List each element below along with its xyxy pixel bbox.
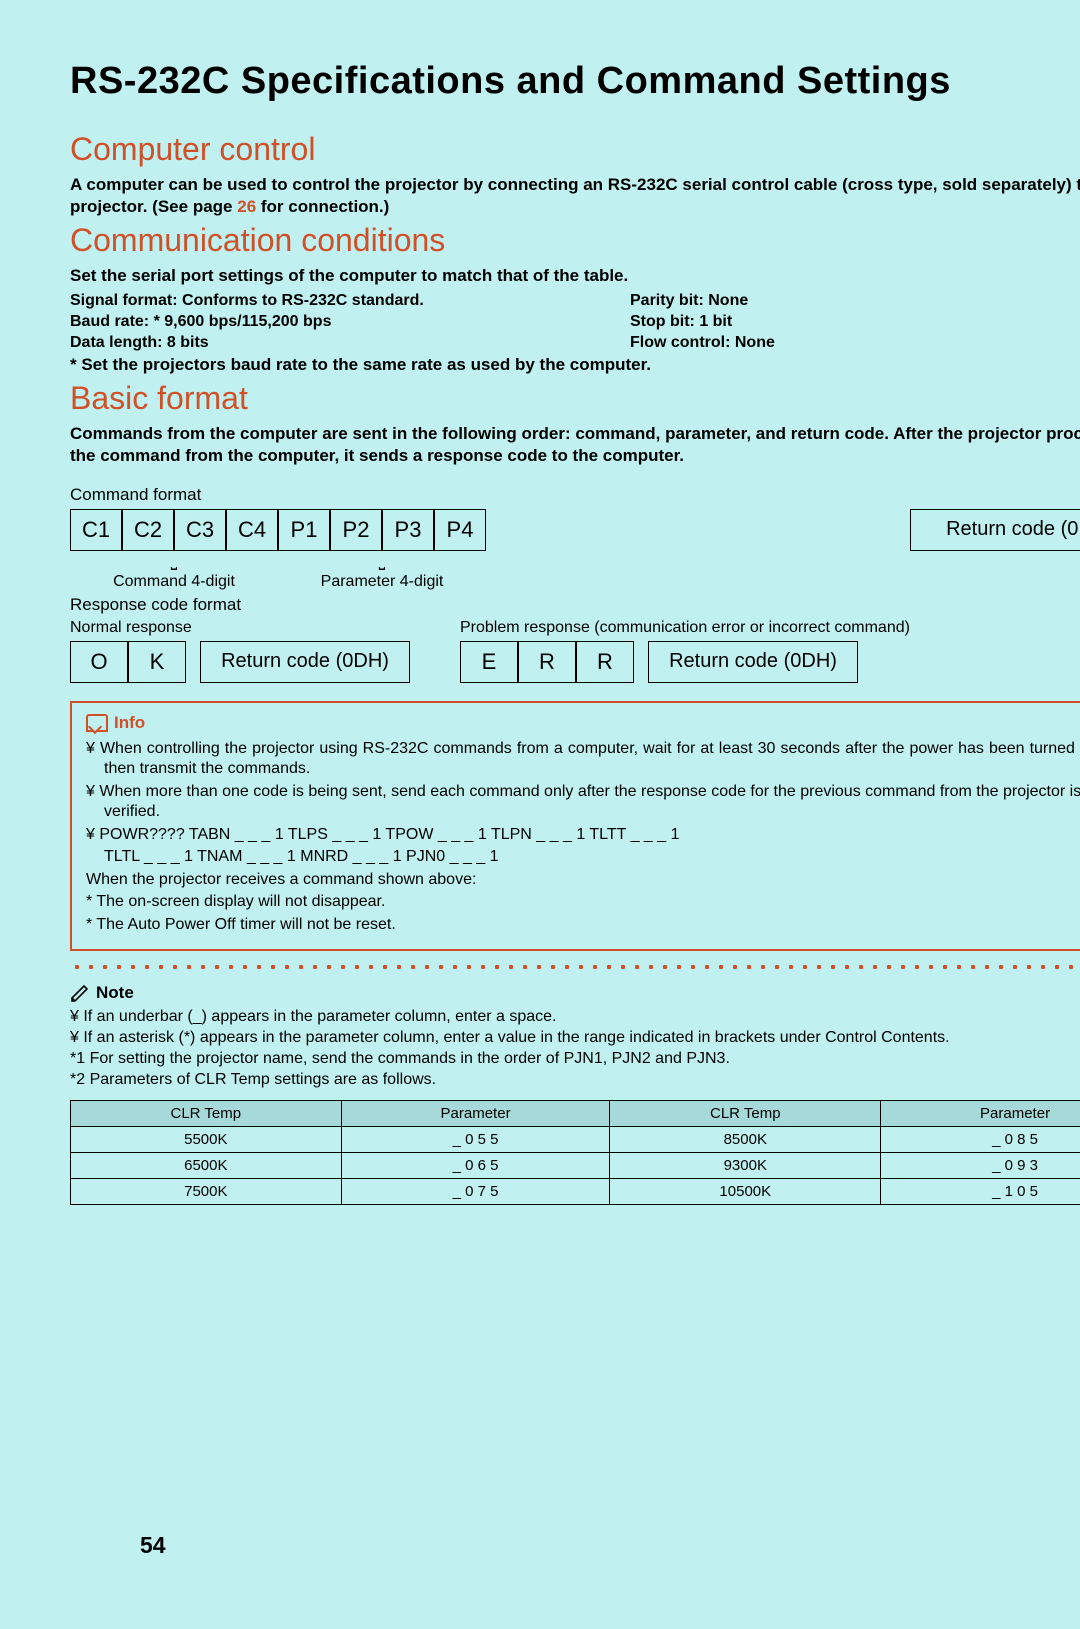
err-cell: R <box>576 641 634 683</box>
param-cell: P2 <box>330 509 382 551</box>
clr-td: 6500K <box>71 1153 342 1179</box>
info-title: Info <box>114 713 145 733</box>
clr-td: 9300K <box>610 1153 881 1179</box>
pencil-icon <box>70 984 90 1002</box>
cmd-4digit-label: Command 4-digit <box>70 573 278 591</box>
comm-left-2: Data length: 8 bits <box>70 333 590 354</box>
info-item: * The Auto Power Off timer will not be r… <box>86 915 1080 935</box>
err-cell: R <box>518 641 576 683</box>
clr-temp-table: CLR Temp Parameter CLR Temp Parameter 55… <box>70 1100 1080 1205</box>
comm-right-0: Parity bit: None <box>630 291 1080 312</box>
clr-td: _ 1 0 5 <box>881 1179 1080 1205</box>
info-title-row: Info <box>86 713 1080 733</box>
comm-left-3: * Set the projectors baud rate to the sa… <box>70 354 1080 376</box>
info-box: Info ¥ When controlling the projector us… <box>70 701 1080 951</box>
response-row: Normal response O K Return code (0DH) Pr… <box>70 619 1080 683</box>
note-item: ¥ If an asterisk (*) appears in the para… <box>88 1028 1080 1049</box>
note-item: ¥ If an underbar (_) appears in the para… <box>88 1007 1080 1028</box>
clr-th: Parameter <box>341 1101 610 1127</box>
divider-dots <box>70 961 1080 973</box>
normal-response-label: Normal response <box>70 619 460 637</box>
info-item: ¥ POWR???? TABN _ _ _ 1 TLPS _ _ _ 1 TPO… <box>104 825 1080 845</box>
clr-td: 7500K <box>71 1179 342 1205</box>
cmd-cell: C4 <box>226 509 278 551</box>
problem-response-label: Problem response (communication error or… <box>460 619 1080 637</box>
info-item: * The on-screen display will not disappe… <box>86 892 1080 912</box>
clr-th: Parameter <box>881 1101 1080 1127</box>
note-title-row: Note <box>70 983 1080 1003</box>
param-4digit-label: Parameter 4-digit <box>278 573 486 591</box>
clr-td: _ 0 7 5 <box>341 1179 610 1205</box>
return-code-box: Return code (0DH) <box>910 509 1080 551</box>
page-title: RS-232C Specifications and Command Setti… <box>70 60 1080 103</box>
communication-intro: Set the serial port settings of the comp… <box>70 265 1080 287</box>
ok-cell: O <box>70 641 128 683</box>
clr-td: 10500K <box>610 1179 881 1205</box>
note-body: ¥ If an underbar (_) appears in the para… <box>70 1007 1080 1090</box>
param-cell: P1 <box>278 509 330 551</box>
table-row: 6500K _ 0 6 5 9300K _ 0 9 3 <box>71 1153 1080 1179</box>
return-code-box: Return code (0DH) <box>648 641 858 683</box>
section-communication-title: Communication conditions <box>70 222 1080 259</box>
info-item: ¥ When controlling the projector using R… <box>104 739 1080 780</box>
comm-right-1: Stop bit: 1 bit <box>630 312 1080 333</box>
cmd-cell: C3 <box>174 509 226 551</box>
cmd-cell: C2 <box>122 509 174 551</box>
info-item: TLTL _ _ _ 1 TNAM _ _ _ 1 MNRD _ _ _ 1 P… <box>104 847 1080 867</box>
note-item: *2 Parameters of CLR Temp settings are a… <box>70 1070 1080 1091</box>
info-body: ¥ When controlling the projector using R… <box>86 739 1080 935</box>
section-basic-format-title: Basic format <box>70 380 1080 417</box>
clr-td: _ 0 6 5 <box>341 1153 610 1179</box>
clr-td: _ 0 9 3 <box>881 1153 1080 1179</box>
err-cell: E <box>460 641 518 683</box>
command-format-row: C1 C2 C3 C4 P1 P2 P3 P4 Return code (0DH… <box>70 509 1080 551</box>
clr-td: 8500K <box>610 1127 881 1153</box>
info-item: When the projector receives a command sh… <box>86 870 1080 890</box>
section-computer-control-title: Computer control <box>70 131 1080 168</box>
comm-left-0: Signal format: Conforms to RS-232C stand… <box>70 291 590 312</box>
response-format-label: Response code format <box>70 595 1080 615</box>
computer-control-body: A computer can be used to control the pr… <box>70 174 1080 218</box>
note-title: Note <box>96 983 134 1003</box>
clr-td: 5500K <box>71 1127 342 1153</box>
clr-td: _ 0 5 5 <box>341 1127 610 1153</box>
info-item: ¥ When more than one code is being sent,… <box>104 782 1080 823</box>
table-row: 7500K _ 0 7 5 10500K _ 1 0 5 <box>71 1179 1080 1205</box>
ok-cell: K <box>128 641 186 683</box>
param-cell: P4 <box>434 509 486 551</box>
note-item: *1 For setting the projector name, send … <box>70 1049 1080 1070</box>
clr-th: CLR Temp <box>610 1101 881 1127</box>
basic-format-body: Commands from the computer are sent in t… <box>70 423 1080 467</box>
clr-td: _ 0 8 5 <box>881 1127 1080 1153</box>
command-format-label: Command format <box>70 485 1080 505</box>
text: A computer can be used to control the pr… <box>70 175 1080 216</box>
return-code-box: Return code (0DH) <box>200 641 410 683</box>
param-cell: P3 <box>382 509 434 551</box>
comm-right-2: Flow control: None <box>630 333 1080 354</box>
clr-th: CLR Temp <box>71 1101 342 1127</box>
text: for connection.) <box>256 197 389 216</box>
comm-left-1: Baud rate: * 9,600 bps/115,200 bps <box>70 312 590 333</box>
page-number: 54 <box>140 1532 166 1559</box>
command-sublabels-text: Command 4-digit Parameter 4-digit <box>70 573 1080 591</box>
command-sublabels: ⎵ ⎵ <box>70 553 1080 571</box>
table-row: 5500K _ 0 5 5 8500K _ 0 8 5 <box>71 1127 1080 1153</box>
book-icon <box>86 714 108 732</box>
communication-grid: Signal format: Conforms to RS-232C stand… <box>70 291 1080 353</box>
cmd-cell: C1 <box>70 509 122 551</box>
page-ref: 26 <box>237 197 256 216</box>
